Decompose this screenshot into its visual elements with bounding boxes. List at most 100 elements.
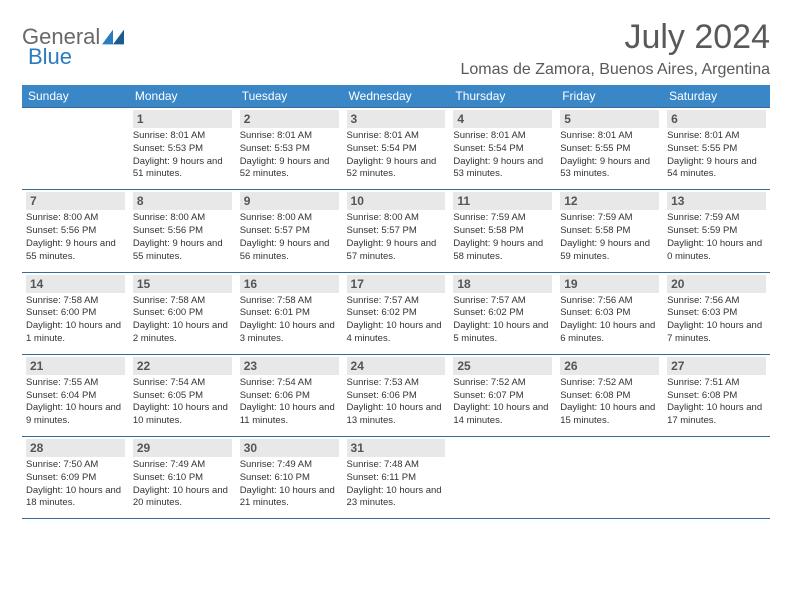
day-number: 26 (560, 357, 659, 375)
day-info: Sunrise: 8:01 AMSunset: 5:55 PMDaylight:… (560, 130, 659, 181)
day-info: Sunrise: 8:00 AMSunset: 5:57 PMDaylight:… (240, 212, 339, 263)
day-number: 4 (453, 110, 552, 128)
calendar-day-cell: 14 Sunrise: 7:58 AMSunset: 6:00 PMDayligh… (22, 272, 129, 354)
calendar-day-cell: 11Sunrise: 7:59 AMSunset: 5:58 PMDayligh… (449, 190, 556, 272)
day-info: Sunrise: 8:00 AMSunset: 5:57 PMDaylight:… (347, 212, 446, 263)
day-info: Sunrise: 7:52 AMSunset: 6:07 PMDaylight:… (453, 377, 552, 428)
calendar-week-row: 14 Sunrise: 7:58 AMSunset: 6:00 PMDayligh… (22, 272, 770, 354)
day-number: 20 (667, 275, 766, 293)
day-number: 13 (667, 192, 766, 210)
day-number: 23 (240, 357, 339, 375)
calendar-day-cell: 20 Sunrise: 7:56 AMSunset: 6:03 PMDayligh… (663, 272, 770, 354)
day-info: Sunrise: 7:55 AMSunset: 6:04 PMDaylight:… (26, 377, 125, 428)
title-block: July 2024 Lomas de Zamora, Buenos Aires,… (460, 18, 770, 79)
calendar-day-cell: 27 Sunrise: 7:51 AMSunset: 6:08 PMDayligh… (663, 354, 770, 436)
day-info: Sunrise: 7:52 AMSunset: 6:08 PMDaylight:… (560, 377, 659, 428)
weekday-header: Monday (129, 85, 236, 108)
day-info: Sunrise: 8:00 AMSunset: 5:56 PMDaylight:… (26, 212, 125, 263)
day-info: Sunrise: 8:01 AMSunset: 5:53 PMDaylight:… (240, 130, 339, 181)
day-info: Sunrise: 8:00 AMSunset: 5:56 PMDaylight:… (133, 212, 232, 263)
day-info: Sunrise: 7:57 AMSunset: 6:02 PMDaylight:… (453, 295, 552, 346)
day-info: Sunrise: 8:01 AMSunset: 5:54 PMDaylight:… (453, 130, 552, 181)
day-info: Sunrise: 7:58 AMSunset: 6:00 PMDaylight:… (133, 295, 232, 346)
day-number: 19 (560, 275, 659, 293)
day-number: 17 (347, 275, 446, 293)
calendar-day-cell: 22Sunrise: 7:54 AMSunset: 6:05 PMDayligh… (129, 354, 236, 436)
day-info: Sunrise: 7:49 AMSunset: 6:10 PMDaylight:… (133, 459, 232, 510)
day-info: Sunrise: 7:57 AMSunset: 6:02 PMDaylight:… (347, 295, 446, 346)
day-info: Sunrise: 7:59 AMSunset: 5:59 PMDaylight:… (667, 212, 766, 263)
weekday-header-row: SundayMondayTuesdayWednesdayThursdayFrid… (22, 85, 770, 108)
day-number: 11 (453, 192, 552, 210)
calendar-day-cell: 17 Sunrise: 7:57 AMSunset: 6:02 PMDayligh… (343, 272, 450, 354)
calendar-day-cell (22, 108, 129, 190)
calendar-day-cell: 29 Sunrise: 7:49 AMSunset: 6:10 PMDayligh… (129, 437, 236, 519)
day-number: 18 (453, 275, 552, 293)
calendar-table: SundayMondayTuesdayWednesdayThursdayFrid… (22, 85, 770, 519)
day-number: 25 (453, 357, 552, 375)
weekday-header: Sunday (22, 85, 129, 108)
calendar-day-cell: 26 Sunrise: 7:52 AMSunset: 6:08 PMDayligh… (556, 354, 663, 436)
day-info: Sunrise: 7:50 AMSunset: 6:09 PMDaylight:… (26, 459, 125, 510)
calendar-day-cell: 30Sunrise: 7:49 AMSunset: 6:10 PMDayligh… (236, 437, 343, 519)
day-number: 3 (347, 110, 446, 128)
calendar-day-cell (663, 437, 770, 519)
day-number: 16 (240, 275, 339, 293)
day-number: 30 (240, 439, 339, 457)
logo-triangle-icon (102, 29, 124, 45)
calendar-week-row: 21 Sunrise: 7:55 AMSunset: 6:04 PMDayligh… (22, 354, 770, 436)
calendar-week-row: 28 Sunrise: 7:50 AMSunset: 6:09 PMDayligh… (22, 437, 770, 519)
weekday-header: Wednesday (343, 85, 450, 108)
calendar-day-cell: 2 Sunrise: 8:01 AMSunset: 5:53 PMDaylight… (236, 108, 343, 190)
calendar-day-cell: 25 Sunrise: 7:52 AMSunset: 6:07 PMDayligh… (449, 354, 556, 436)
calendar-day-cell: 3 Sunrise: 8:01 AMSunset: 5:54 PMDaylight… (343, 108, 450, 190)
calendar-day-cell: 1 Sunrise: 8:01 AMSunset: 5:53 PMDaylight… (129, 108, 236, 190)
calendar-day-cell (556, 437, 663, 519)
weekday-header: Saturday (663, 85, 770, 108)
header: General July 2024 Lomas de Zamora, Bueno… (22, 18, 770, 79)
day-number: 10 (347, 192, 446, 210)
day-number: 9 (240, 192, 339, 210)
calendar-day-cell: 31Sunrise: 7:48 AMSunset: 6:11 PMDayligh… (343, 437, 450, 519)
day-info: Sunrise: 7:53 AMSunset: 6:06 PMDaylight:… (347, 377, 446, 428)
day-info: Sunrise: 7:59 AMSunset: 5:58 PMDaylight:… (560, 212, 659, 263)
calendar-day-cell: 9 Sunrise: 8:00 AMSunset: 5:57 PMDaylight… (236, 190, 343, 272)
day-info: Sunrise: 8:01 AMSunset: 5:53 PMDaylight:… (133, 130, 232, 181)
day-info: Sunrise: 8:01 AMSunset: 5:54 PMDaylight:… (347, 130, 446, 181)
weekday-header: Friday (556, 85, 663, 108)
calendar-day-cell: 5Sunrise: 8:01 AMSunset: 5:55 PMDaylight… (556, 108, 663, 190)
calendar-day-cell: 7 Sunrise: 8:00 AMSunset: 5:56 PMDaylight… (22, 190, 129, 272)
day-number: 12 (560, 192, 659, 210)
day-number: 14 (26, 275, 125, 293)
day-number: 29 (133, 439, 232, 457)
calendar-day-cell: 13 Sunrise: 7:59 AMSunset: 5:59 PMDayligh… (663, 190, 770, 272)
day-number: 21 (26, 357, 125, 375)
day-number: 28 (26, 439, 125, 457)
calendar-day-cell: 10 Sunrise: 8:00 AMSunset: 5:57 PMDayligh… (343, 190, 450, 272)
day-number: 1 (133, 110, 232, 128)
weekday-header: Tuesday (236, 85, 343, 108)
day-info: Sunrise: 7:56 AMSunset: 6:03 PMDaylight:… (560, 295, 659, 346)
location: Lomas de Zamora, Buenos Aires, Argentina (460, 61, 770, 79)
calendar-day-cell: 18 Sunrise: 7:57 AMSunset: 6:02 PMDayligh… (449, 272, 556, 354)
calendar-day-cell: 28 Sunrise: 7:50 AMSunset: 6:09 PMDayligh… (22, 437, 129, 519)
calendar-week-row: 1 Sunrise: 8:01 AMSunset: 5:53 PMDaylight… (22, 108, 770, 190)
day-info: Sunrise: 7:58 AMSunset: 6:00 PMDaylight:… (26, 295, 125, 346)
month-title: July 2024 (460, 18, 770, 57)
calendar-body: 1 Sunrise: 8:01 AMSunset: 5:53 PMDaylight… (22, 108, 770, 519)
calendar-day-cell: 12 Sunrise: 7:59 AMSunset: 5:58 PMDayligh… (556, 190, 663, 272)
day-info: Sunrise: 7:54 AMSunset: 6:05 PMDaylight:… (133, 377, 232, 428)
day-info: Sunrise: 7:48 AMSunset: 6:11 PMDaylight:… (347, 459, 446, 510)
logo-word2: Blue (28, 44, 72, 70)
calendar-day-cell: 15Sunrise: 7:58 AMSunset: 6:00 PMDayligh… (129, 272, 236, 354)
day-number: 27 (667, 357, 766, 375)
day-number: 7 (26, 192, 125, 210)
calendar-day-cell (449, 437, 556, 519)
day-info: Sunrise: 7:56 AMSunset: 6:03 PMDaylight:… (667, 295, 766, 346)
day-number: 2 (240, 110, 339, 128)
calendar-day-cell: 21 Sunrise: 7:55 AMSunset: 6:04 PMDayligh… (22, 354, 129, 436)
calendar-day-cell: 23Sunrise: 7:54 AMSunset: 6:06 PMDayligh… (236, 354, 343, 436)
calendar-day-cell: 19 Sunrise: 7:56 AMSunset: 6:03 PMDayligh… (556, 272, 663, 354)
day-info: Sunrise: 7:51 AMSunset: 6:08 PMDaylight:… (667, 377, 766, 428)
calendar-day-cell: 8Sunrise: 8:00 AMSunset: 5:56 PMDaylight… (129, 190, 236, 272)
